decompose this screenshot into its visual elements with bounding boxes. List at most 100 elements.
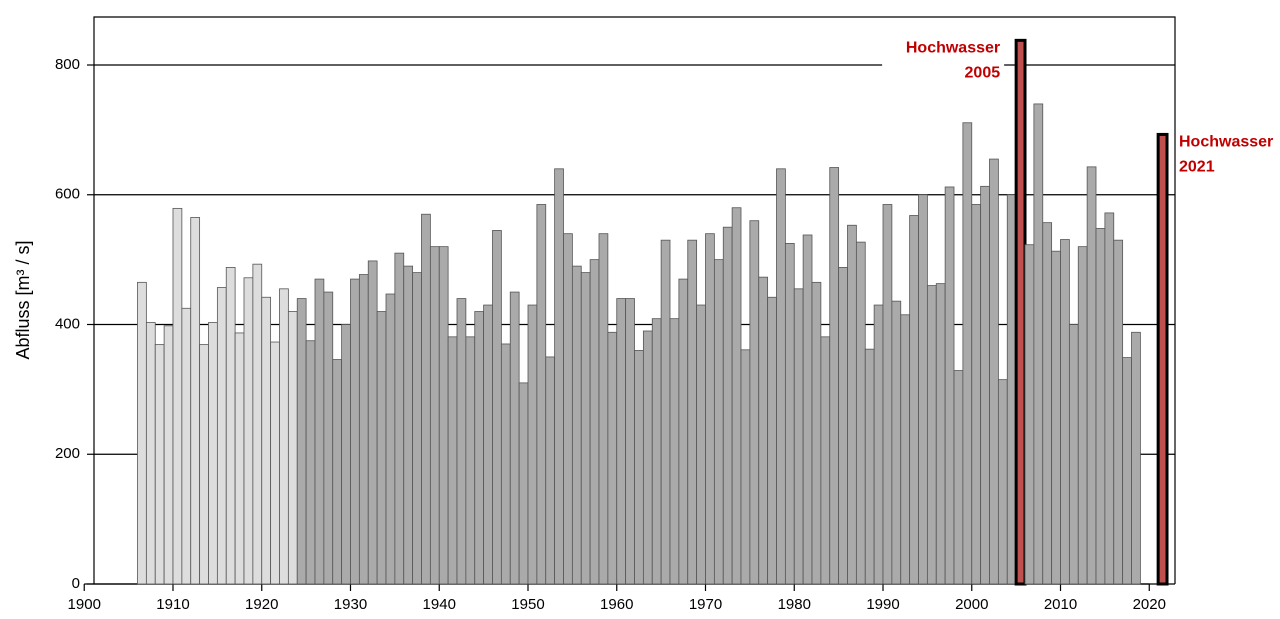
bar [412,272,422,585]
bar [554,168,564,585]
bar [500,343,511,585]
y-tick-label: 600 [55,186,80,203]
bar [527,304,538,585]
bar [332,359,343,585]
bar [483,304,493,585]
bar [270,341,280,585]
bar [190,217,201,585]
x-tick-label: 1920 [245,596,278,613]
bar [385,293,396,585]
bar [847,224,857,585]
bar [669,318,680,585]
annotation: 2021 [1179,159,1215,176]
bar [403,265,414,585]
bar [829,167,840,585]
bar [882,204,893,585]
bar [474,311,485,585]
bar [776,168,786,585]
bar [234,332,245,585]
bar [705,233,715,585]
bar [1113,239,1124,585]
bar [394,252,405,585]
bar [509,291,520,585]
annotation: Hochwasser [1179,134,1273,151]
bar [252,263,263,585]
bar [438,246,449,585]
bar [181,307,192,585]
bar [358,274,369,585]
bar [909,215,919,585]
bar [900,314,911,585]
bar [314,278,325,585]
bar [820,336,831,585]
bar [838,267,848,585]
bar [571,265,582,585]
bar [642,330,653,585]
bar [722,226,733,585]
x-tick-label: 1950 [511,596,544,613]
bar [935,283,946,585]
bar [1156,132,1169,586]
bar [287,311,298,585]
bar [607,331,618,585]
bar [580,272,591,585]
bar [926,285,937,585]
bar [225,267,236,585]
bar [997,379,1008,585]
bar [208,322,218,585]
x-tick-label: 1980 [778,596,811,613]
x-tick-label: 2020 [1133,596,1166,613]
bar [163,325,174,585]
bar [137,281,147,585]
y-axis-label: Abfluss [m³ / s] [13,240,33,359]
bar [261,296,272,585]
bar [980,185,990,585]
annotation: 2005 [965,65,1001,82]
bar [811,281,822,585]
bar [421,213,431,585]
bar [660,239,671,585]
x-tick-label: 1910 [156,596,189,613]
bar [731,207,742,585]
annotation-bg [882,38,1005,91]
bar [145,322,156,585]
bar [855,241,866,585]
bar [545,356,556,585]
bar [279,288,289,585]
bar [1095,228,1106,585]
bar [447,336,458,585]
bar [953,370,964,585]
bar [1024,244,1035,585]
bar [873,304,884,585]
bar [243,277,254,585]
x-tick-label: 2000 [955,596,988,613]
bar [625,298,635,585]
x-tick-label: 2010 [1044,596,1077,613]
bar [749,220,760,585]
bar [1033,103,1044,585]
bar [1104,212,1115,585]
bar [758,276,769,585]
bar [891,300,902,585]
bar [1131,331,1141,585]
bar [962,122,973,585]
bar [634,350,644,585]
x-tick-label: 1990 [866,596,899,613]
bar [651,318,662,585]
bar [1122,357,1132,585]
bar [1042,222,1053,585]
x-tick-label: 1960 [600,596,633,613]
y-tick-label: 800 [55,56,80,73]
bar [696,304,706,585]
bar [678,278,689,585]
bar [456,298,467,585]
bar [784,243,795,585]
bar [172,207,183,585]
bar [323,291,334,585]
bar [1086,166,1097,585]
bar [864,348,875,585]
bar [154,344,165,585]
x-tick-label: 1940 [423,596,456,613]
bar [429,246,440,585]
